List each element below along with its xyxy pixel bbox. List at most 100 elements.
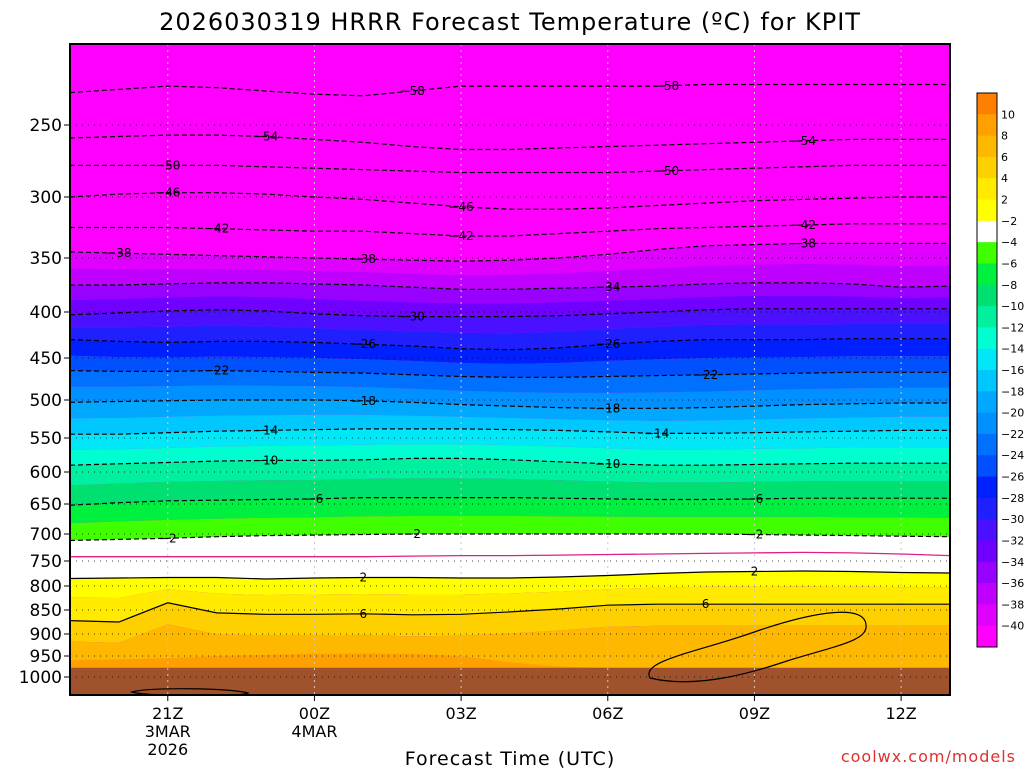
isotherm-label: −6 (306, 492, 324, 506)
colorbar-tick-label: −14 (1001, 343, 1024, 356)
temperature-band (70, 516, 950, 541)
temperature-band (70, 324, 950, 350)
isotherm-line (70, 369, 950, 378)
isotherm-label: −54 (791, 134, 816, 148)
colorbar-tick-label: −10 (1001, 300, 1024, 313)
ground-layer (70, 667, 950, 695)
isotherm-label: −38 (351, 252, 376, 266)
y-tick-label: 900 (30, 625, 62, 645)
colorbar-tick-label: −26 (1001, 471, 1024, 484)
credit-link[interactable]: coolwx.com/models (841, 747, 1016, 766)
y-tick-label: 800 (30, 577, 62, 597)
isotherm-label: −50 (155, 158, 180, 172)
colorbar-swatch (977, 242, 997, 264)
colorbar-swatch (977, 306, 997, 328)
y-tick-label: 300 (30, 188, 62, 208)
isotherm-label: −54 (253, 130, 278, 144)
colorbar-tick-label: 8 (1001, 130, 1008, 143)
colorbar-swatch (977, 497, 997, 520)
temperature-band (70, 414, 950, 435)
colorbar-tick-label: −8 (1001, 279, 1017, 292)
colorbar-swatch (977, 561, 997, 584)
colorbar-tick-label: −20 (1001, 407, 1024, 420)
isotherm-line (70, 164, 950, 174)
colorbar-swatch (977, 455, 997, 478)
colorbar-swatch (977, 178, 997, 201)
isotherm-label: −6 (746, 492, 764, 506)
y-tick-label: 750 (30, 552, 62, 572)
colorbar-swatch (977, 583, 997, 605)
isotherm-labels: −58 −58 −54 −54 −50 −50 −46 −46 −42 −42 −42 −38 −38 −… (106, 79, 816, 621)
pressure-axis: 250 300 350 400 450 500 550 600 650 700 750 800 850 9… (19, 116, 70, 688)
temperature-band (70, 428, 950, 450)
temperature-band (70, 370, 950, 393)
colorbar-tick-label: 2 (1001, 194, 1008, 207)
isotherm-label: −10 (253, 453, 278, 467)
x-tick-label: 00Z (299, 704, 330, 723)
isotherm-line (70, 457, 950, 466)
temperature-band (70, 355, 950, 378)
isotherm-line (70, 242, 950, 262)
x-tick-label: 21Z (152, 704, 183, 723)
isotherm-lines (70, 83, 950, 695)
isotherm-label: −2 (746, 528, 764, 542)
colorbar-swatch (977, 519, 997, 541)
colorbar-swatch (977, 540, 997, 563)
x-tick-label: 06Z (592, 704, 623, 723)
isotherm-loop (129, 688, 250, 695)
isotherm-label: 6 (360, 607, 368, 621)
isotherm-label: −26 (595, 337, 620, 351)
temperature-band (70, 243, 950, 276)
isotherm-label: 6 (702, 597, 710, 611)
temperature-band (70, 571, 950, 598)
plot-frame (69, 43, 951, 696)
colorbar-swatch (977, 391, 997, 414)
isotherm-label: −42 (204, 222, 229, 236)
colorbar-tick-label: −16 (1001, 364, 1024, 377)
colorbar-tick-label: −24 (1001, 449, 1024, 462)
isotherm-line (70, 308, 950, 318)
isotherm-label: −10 (595, 457, 620, 471)
colorbar-tick-label: −6 (1001, 257, 1017, 270)
isotherm-label: −18 (351, 394, 376, 408)
y-tick-label: 350 (30, 249, 62, 269)
colorbar-swatch (977, 625, 997, 648)
colorbar-swatch (977, 327, 997, 350)
isotherm-label: −42 (448, 229, 473, 243)
colorbar-tick-label: −30 (1001, 513, 1024, 526)
temperature-band (70, 534, 950, 557)
temperature-bands (70, 44, 950, 695)
isotherm-line (70, 570, 950, 580)
x-tick-sublabel: 3MAR (145, 722, 191, 741)
colorbar-tick-label: −32 (1001, 534, 1024, 547)
isotherm-label: −38 (106, 246, 131, 260)
isotherm-label: −42 (791, 218, 816, 232)
isotherm-line (70, 399, 950, 409)
temperature-band (70, 308, 950, 334)
temperature-band (70, 552, 950, 579)
x-tick-sublabel: 2026 (147, 740, 188, 759)
colorbar-swatch (977, 370, 997, 392)
colorbar-swatch (977, 348, 997, 371)
colorbar-tick-label: 6 (1001, 151, 1008, 164)
x-tick-sublabel: 4MAR (291, 722, 337, 741)
temperature-band (70, 586, 950, 622)
colorbar-tick-label: −12 (1001, 321, 1024, 334)
colorbar-tick-label: −18 (1001, 385, 1024, 398)
colorbar-tick-label: −2 (1001, 215, 1017, 228)
colorbar-swatch (977, 284, 997, 307)
isotherm-label: −14 (253, 423, 278, 437)
isotherm-label: −18 (595, 401, 620, 415)
isotherm-label: −58 (654, 79, 679, 93)
isotherm-label: −46 (155, 186, 180, 200)
isotherm-line (70, 428, 950, 435)
colorbar-tick-label: 4 (1001, 172, 1008, 185)
temperature-band (70, 233, 950, 262)
colorbar-tick-label: −36 (1001, 577, 1024, 590)
isotherm-label: −26 (351, 337, 376, 351)
isotherm-line (70, 223, 950, 237)
isotherm-line (70, 83, 950, 97)
y-tick-label: 700 (30, 525, 62, 545)
colorbar-tick-label: −34 (1001, 556, 1024, 569)
